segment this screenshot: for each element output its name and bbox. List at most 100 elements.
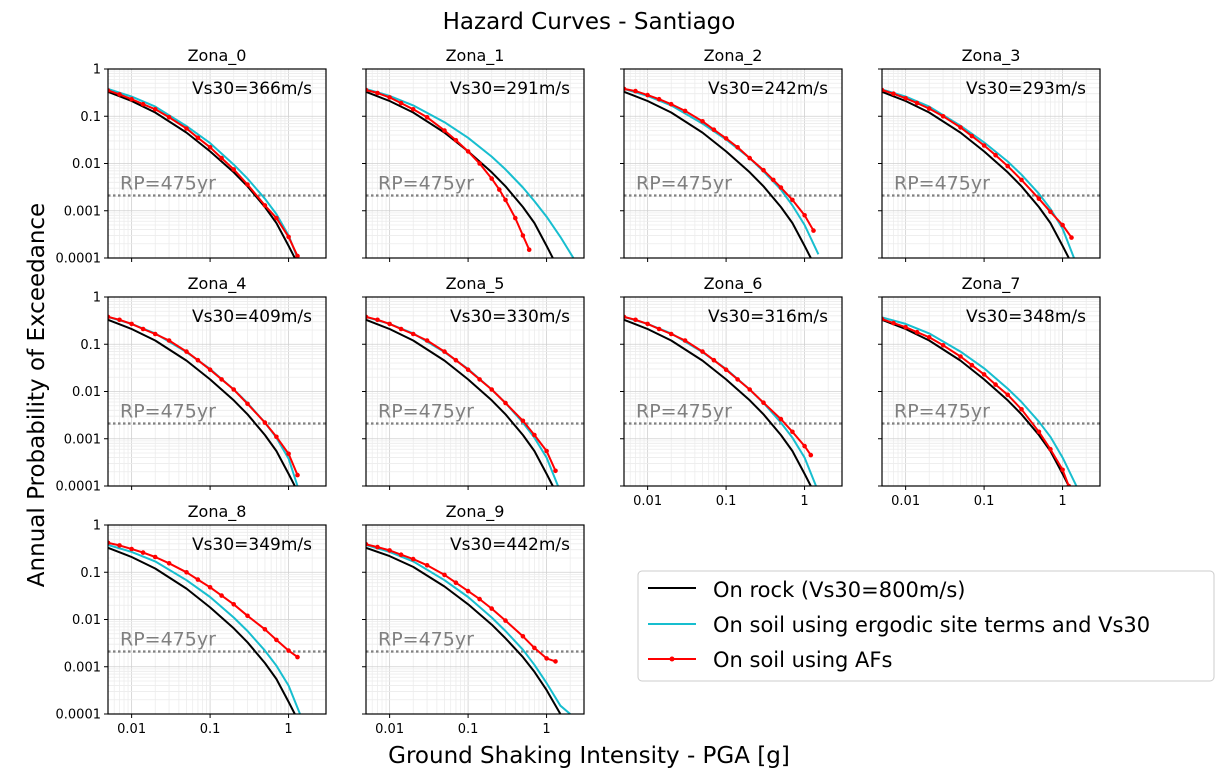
data-point-afs [184, 349, 189, 354]
data-point-afs [453, 357, 459, 363]
series-line-afs [624, 315, 812, 456]
y-tick-label: 0.001 [64, 204, 101, 219]
data-point-afs [790, 197, 795, 203]
data-point-afs [465, 149, 471, 154]
vs30-annotation: Vs30=293m/s [966, 79, 1086, 99]
data-point-afs [682, 338, 688, 343]
data-point-afs [1069, 235, 1074, 240]
y-tick-label: 0.01 [72, 157, 101, 172]
data-point-afs [424, 338, 430, 343]
series-group [108, 540, 301, 714]
data-point-afs [195, 357, 201, 363]
data-point-afs [520, 233, 526, 238]
legend-label-rock: On rock (Vs30=800m/s) [713, 578, 965, 602]
series-line-rock [624, 90, 812, 258]
data-point-afs [544, 448, 549, 454]
data-point-afs [1036, 196, 1042, 201]
data-point-afs [166, 115, 172, 120]
data-point-afs [166, 561, 172, 566]
data-point-afs [286, 234, 291, 240]
data-point-afs [489, 606, 495, 611]
series-group [882, 316, 1078, 486]
data-point-afs [633, 88, 638, 94]
x-tick-label: 1 [1058, 494, 1066, 509]
series-line-afs [882, 89, 1073, 239]
data-point-afs [656, 326, 662, 332]
series-line-rock [366, 90, 554, 258]
data-point-afs [553, 659, 558, 664]
panel-title: Zona_8 [188, 502, 247, 522]
panel-title: Zona_7 [962, 274, 1021, 294]
data-point-afs [778, 416, 784, 422]
legend: On rock (Vs30=800m/s) On soil using ergo… [637, 570, 1215, 682]
data-point-afs [497, 187, 502, 192]
return-period-label: RP=475yr [120, 629, 216, 651]
data-point-afs [207, 585, 213, 590]
return-period-label: RP=475yr [378, 401, 474, 423]
data-point-afs [503, 197, 508, 203]
data-point-afs [645, 321, 650, 327]
series-line-rock [882, 318, 1070, 486]
vs30-annotation: Vs30=442m/s [450, 535, 570, 555]
data-point-afs [245, 613, 250, 619]
data-point-afs [503, 400, 508, 406]
data-point-afs [926, 335, 932, 340]
data-point-afs [682, 108, 688, 114]
data-point-afs [891, 91, 896, 96]
legend-frame [637, 570, 1215, 682]
series-line-rock [108, 90, 296, 258]
return-period-label: RP=475yr [120, 173, 216, 195]
y-tick-label: 0.001 [64, 660, 101, 675]
data-point-afs [940, 343, 946, 348]
data-point-afs [981, 372, 987, 377]
data-point-afs [993, 152, 998, 158]
return-period-label: RP=475yr [636, 173, 732, 195]
data-point-afs [286, 451, 291, 457]
vs30-annotation: Vs30=366m/s [192, 79, 312, 99]
data-point-afs [410, 556, 416, 562]
data-point-afs [398, 100, 404, 106]
x-tick-label: 0.1 [200, 722, 221, 737]
data-point-afs [489, 387, 495, 392]
data-point-afs [129, 546, 134, 552]
series-line-afs [366, 315, 557, 472]
data-point-afs [958, 125, 963, 130]
data-point-afs [503, 618, 508, 623]
data-point-afs [926, 106, 932, 111]
vs30-annotation: Vs30=330m/s [450, 307, 570, 327]
data-point-afs [790, 429, 795, 435]
data-point-afs [442, 349, 447, 354]
data-point-afs [735, 377, 740, 382]
data-point-afs [914, 100, 920, 106]
series-line-rock [366, 318, 554, 486]
data-point-afs [140, 550, 146, 555]
data-point-afs [477, 161, 482, 166]
y-tick-label: 0.1 [80, 338, 101, 353]
y-tick-label: 1 [93, 291, 101, 306]
series-group [108, 87, 300, 258]
data-point-afs [262, 420, 268, 425]
x-tick-label: 0.01 [375, 722, 404, 737]
data-point-afs [747, 155, 752, 161]
data-point-afs [993, 382, 998, 387]
panel-zona-7: RP=475yr Zona_7 Vs30=348m/s 0.01 0.1 1 [878, 274, 1101, 509]
panel-title: Zona_4 [188, 274, 247, 294]
return-period-label: RP=475yr [894, 173, 990, 195]
data-point-afs [544, 656, 549, 661]
return-period-label: RP=475yr [894, 401, 990, 423]
figure-title: Hazard Curves - Santiago [443, 9, 736, 35]
data-point-afs [387, 321, 392, 327]
data-point-afs [117, 92, 122, 97]
data-point-afs [700, 349, 705, 354]
data-point-afs [477, 377, 482, 382]
data-point-afs [140, 101, 146, 107]
series-line-ergodic [366, 87, 575, 258]
data-point-afs [453, 580, 459, 585]
series-group [624, 86, 820, 258]
data-point-afs [424, 563, 430, 568]
legend-marker-afs [669, 656, 675, 662]
data-point-afs [747, 387, 752, 392]
panel-zona-2: RP=475yr Zona_2 Vs30=242m/s [620, 46, 843, 262]
data-point-afs [802, 213, 807, 218]
data-point-afs [375, 90, 380, 96]
